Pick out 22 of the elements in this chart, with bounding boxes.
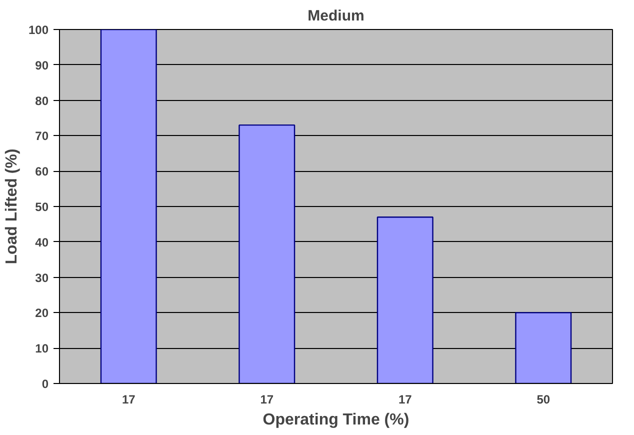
- y-tick-label: 50: [35, 200, 49, 214]
- y-tick-label: 100: [28, 23, 49, 37]
- y-axis-title: Load Lifted (%): [3, 148, 20, 264]
- y-tick-label: 10: [35, 342, 49, 356]
- chart-title: Medium: [308, 8, 364, 24]
- bar: [100, 30, 157, 384]
- bar: [515, 312, 572, 384]
- y-tick-label: 40: [35, 235, 49, 250]
- y-tick-label: 0: [42, 377, 49, 391]
- x-axis-title: Operating Time (%): [262, 412, 410, 428]
- y-tick-label: 90: [35, 58, 49, 72]
- y-tick-label: 30: [35, 270, 49, 285]
- y-tick-label: 80: [35, 94, 49, 108]
- y-tick-label: 60: [35, 164, 49, 179]
- x-tick-label: 17: [398, 392, 412, 406]
- x-tick-label: 17: [260, 392, 274, 406]
- y-tick-label: 70: [35, 129, 49, 144]
- x-tick-label: 50: [536, 392, 550, 406]
- x-tick-label: 17: [122, 392, 136, 406]
- bar: [376, 216, 434, 384]
- bar: [238, 124, 296, 384]
- y-tick-label: 20: [35, 306, 49, 320]
